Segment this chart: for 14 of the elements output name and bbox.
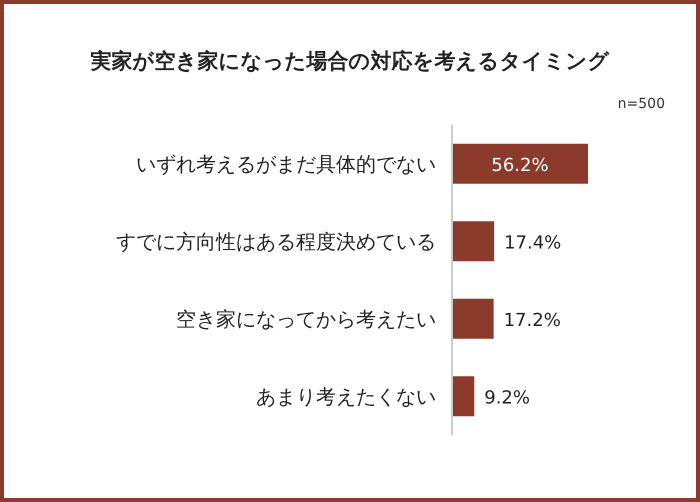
y-tick-label: すでに方向性はある程度決めている bbox=[116, 229, 436, 254]
data-label: 9.2% bbox=[484, 387, 530, 408]
bar bbox=[452, 144, 588, 184]
data-label: 56.2% bbox=[491, 154, 549, 176]
y-tick-label: 空き家になってから考えたい bbox=[176, 306, 436, 331]
bar bbox=[452, 221, 494, 262]
text: n=500 bbox=[618, 96, 665, 112]
bar bbox=[452, 298, 494, 339]
chart-title: 実家が空き家になった場合の対応を考えるタイミング bbox=[90, 49, 610, 73]
y-tick-label: いずれ考えるがまだ具体的でない bbox=[136, 152, 436, 176]
data-label: 17.4% bbox=[504, 232, 562, 254]
y-tick-label: あまり考えたくない bbox=[256, 384, 436, 408]
bar bbox=[452, 376, 474, 416]
data-label: 17.2% bbox=[504, 310, 561, 331]
